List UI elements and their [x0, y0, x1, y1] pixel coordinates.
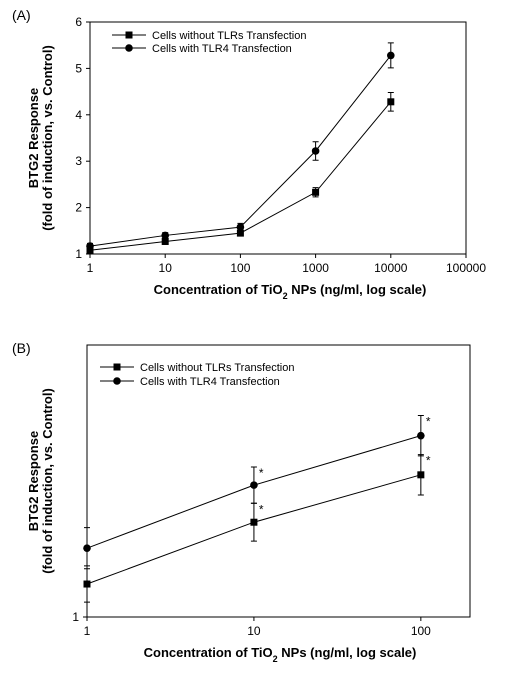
marker-square [86, 246, 94, 254]
y-axis-label: BTG2 Response [26, 88, 41, 188]
x-axis-label: Concentration of TiO2 NPs (ng/ml, log sc… [144, 645, 417, 664]
x-tick-label: 1000 [302, 261, 329, 275]
significance-mark: * [426, 414, 431, 428]
marker-square [312, 188, 320, 196]
marker-circle [86, 242, 94, 250]
marker-circle [417, 431, 425, 440]
y-axis-label: (fold of induction, vs. Control) [40, 45, 55, 231]
marker-circle [236, 223, 245, 231]
series-line [89, 55, 392, 247]
marker-square [83, 580, 91, 588]
x-axis-label: Concentration of TiO2 NPs (ng/ml, log sc… [154, 282, 427, 301]
panel-label: (B) [12, 340, 31, 356]
legend-label: Cells without TLRs Transfection [140, 362, 294, 374]
legend-label: Cells with TLR4 Transfection [152, 43, 292, 55]
x-tick-label: 10 [159, 261, 173, 275]
chart-panel: (A) 1 10 100 1000 10000 100000 1 2 3 4 5 6 Concentrat… [12, 7, 486, 301]
y-tick-label: 1 [75, 247, 82, 261]
legend-label: Cells with TLR4 Transfection [140, 376, 280, 388]
x-tick-label: 100000 [446, 261, 486, 275]
x-axis-label-part: 2 [283, 291, 288, 301]
marker-circle [161, 231, 169, 240]
marker-square [161, 237, 169, 245]
x-axis-label-part: 2 [273, 654, 278, 664]
y-axis-label: BTG2 Response [26, 431, 41, 531]
x-axis-label-part: NPs (ng/ml, log scale) [288, 282, 427, 297]
x-tick-label: 100 [411, 624, 431, 638]
y-axis-label: (fold of induction, vs. Control) [40, 388, 55, 574]
legend-marker [113, 363, 121, 371]
legend-marker [113, 377, 121, 385]
x-tick-label: 100 [230, 261, 250, 275]
marker-circle [83, 544, 91, 552]
y-tick-label: 4 [75, 108, 82, 122]
chart-panel: (B) 1 10 100 1 Concentration of TiO2 NPs (ng/… [12, 340, 471, 664]
marker-circle [311, 147, 320, 155]
significance-mark: * [259, 466, 264, 480]
significance-mark: * [426, 454, 431, 468]
x-tick-label: 1 [84, 624, 91, 638]
y-tick-label: 3 [75, 154, 82, 168]
x-tick-label: 10 [247, 624, 261, 638]
legend-marker [125, 44, 133, 52]
marker-square [387, 98, 395, 106]
x-axis-label-part: Concentration of TiO [154, 282, 283, 297]
x-axis-label-part: NPs (ng/ml, log scale) [278, 645, 417, 660]
y-tick-label: 1 [72, 610, 79, 624]
plot-frame [89, 21, 467, 255]
marker-circle [387, 51, 395, 60]
y-tick-label: 5 [75, 61, 82, 75]
panel-label: (A) [12, 7, 31, 23]
marker-square [250, 518, 258, 526]
x-axis-label-part: Concentration of TiO [144, 645, 273, 660]
legend-label: Cells without TLRs Transfection [152, 30, 306, 42]
marker-circle [250, 481, 258, 489]
legend-marker [125, 31, 133, 39]
x-tick-label: 10000 [374, 261, 408, 275]
plot-frame [86, 344, 471, 618]
y-tick-label: 2 [75, 201, 82, 215]
x-tick-label: 1 [87, 261, 94, 275]
marker-square [417, 471, 425, 479]
y-tick-label: 6 [75, 15, 82, 29]
marker-square [236, 229, 244, 237]
significance-mark: * [259, 502, 264, 516]
